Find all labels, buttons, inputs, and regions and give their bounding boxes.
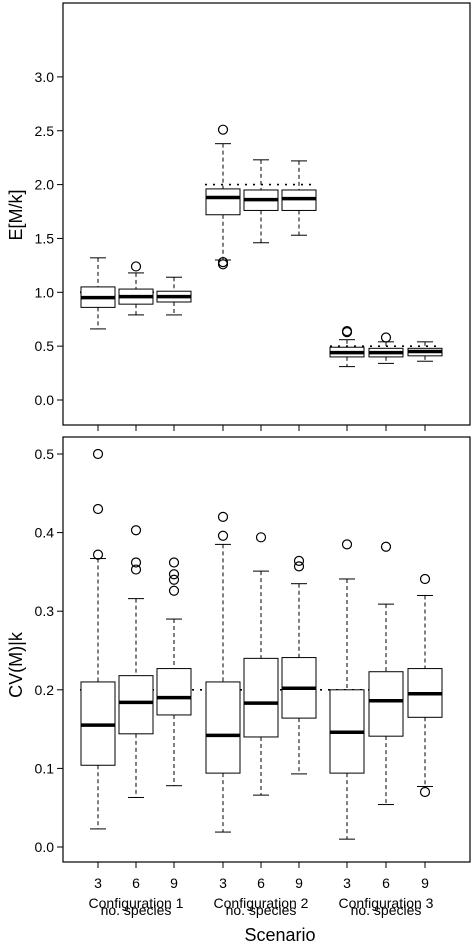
outlier-point — [255, 532, 267, 543]
outlier-point — [341, 325, 353, 337]
outlier-point — [92, 503, 104, 515]
y-tick-label: 0.5 — [35, 446, 55, 462]
x-tick-label: 3 — [343, 875, 351, 891]
x-axis-title: Scenario — [244, 925, 315, 945]
y-tick-label: 2.0 — [35, 177, 55, 193]
outlier-point — [217, 530, 229, 541]
x-tick-label: 9 — [295, 875, 303, 891]
group-label-line2: no. species — [351, 902, 422, 918]
outlier-point — [92, 549, 104, 560]
x-tick-label: 6 — [132, 875, 140, 891]
box — [205, 681, 241, 774]
x-tick-label: 9 — [421, 875, 429, 891]
y-axis-title-top-text: E[M/k] — [6, 189, 26, 240]
outlier-point — [130, 557, 142, 568]
y-axis-title-top: E[M/k] — [6, 189, 26, 240]
y-tick-label: 0.0 — [35, 839, 55, 855]
outlier-point — [130, 525, 142, 536]
outlier-point — [293, 561, 305, 572]
box — [368, 671, 404, 737]
outlier-point — [217, 259, 229, 270]
plot-frame — [62, 2, 471, 426]
outlier-point — [419, 573, 431, 585]
box — [118, 675, 154, 735]
group-label-line2: no. species — [101, 902, 172, 918]
outlier-point — [217, 511, 229, 522]
outlier-point — [168, 574, 180, 585]
x-tick-label: 3 — [94, 875, 102, 891]
outlier-point — [130, 564, 142, 575]
y-tick-label: 0.3 — [35, 603, 55, 619]
y-axis-title-bottom-text: CV(M)|k — [6, 631, 26, 698]
y-tick-label: 2.5 — [35, 123, 55, 139]
outlier-point — [380, 332, 392, 343]
x-tick-label: 6 — [382, 875, 390, 891]
outlier-point — [130, 261, 142, 272]
y-axis-title-bottom: CV(M)|k — [6, 631, 26, 698]
y-tick-label: 1.0 — [35, 284, 55, 300]
y-tick-label: 0.0 — [35, 392, 55, 408]
group-label-line2: no. species — [226, 902, 297, 918]
y-tick-label: 0.2 — [35, 682, 55, 698]
outlier-point — [380, 541, 392, 552]
outlier-point — [92, 448, 104, 460]
y-tick-label: 3.0 — [35, 69, 55, 85]
outlier-point — [168, 557, 180, 568]
group-label-line1: Configuration 3 — [339, 895, 434, 911]
box — [243, 657, 279, 738]
outlier-point — [217, 124, 229, 135]
x-tick-label: 3 — [219, 875, 227, 891]
outlier-point — [217, 257, 229, 268]
x-tick-label: 9 — [170, 875, 178, 891]
y-tick-label: 0.4 — [35, 525, 55, 541]
y-tick-label: 0.5 — [35, 338, 55, 354]
group-label-line1: Configuration 1 — [89, 895, 184, 911]
y-tick-label: 1.5 — [35, 230, 55, 246]
top-panel: 0.0 0.5 1.0 1.5 2.0 2.5 3.0 — [35, 2, 471, 431]
box — [205, 188, 241, 216]
outlier-point — [168, 585, 180, 596]
outlier-point — [293, 555, 305, 566]
x-axis-title-text: Scenario — [244, 925, 315, 945]
outlier-point — [168, 569, 180, 580]
y-tick-label: 0.1 — [35, 760, 55, 776]
outlier-point — [341, 539, 353, 550]
x-tick-label: 6 — [257, 875, 265, 891]
group-label-line1: Configuration 2 — [214, 895, 309, 911]
outlier-point — [419, 786, 431, 798]
bottom-panel: 0.0 0.1 0.2 0.3 0.4 0.5 — [35, 436, 471, 868]
box — [156, 668, 192, 716]
plot-frame — [62, 436, 471, 863]
